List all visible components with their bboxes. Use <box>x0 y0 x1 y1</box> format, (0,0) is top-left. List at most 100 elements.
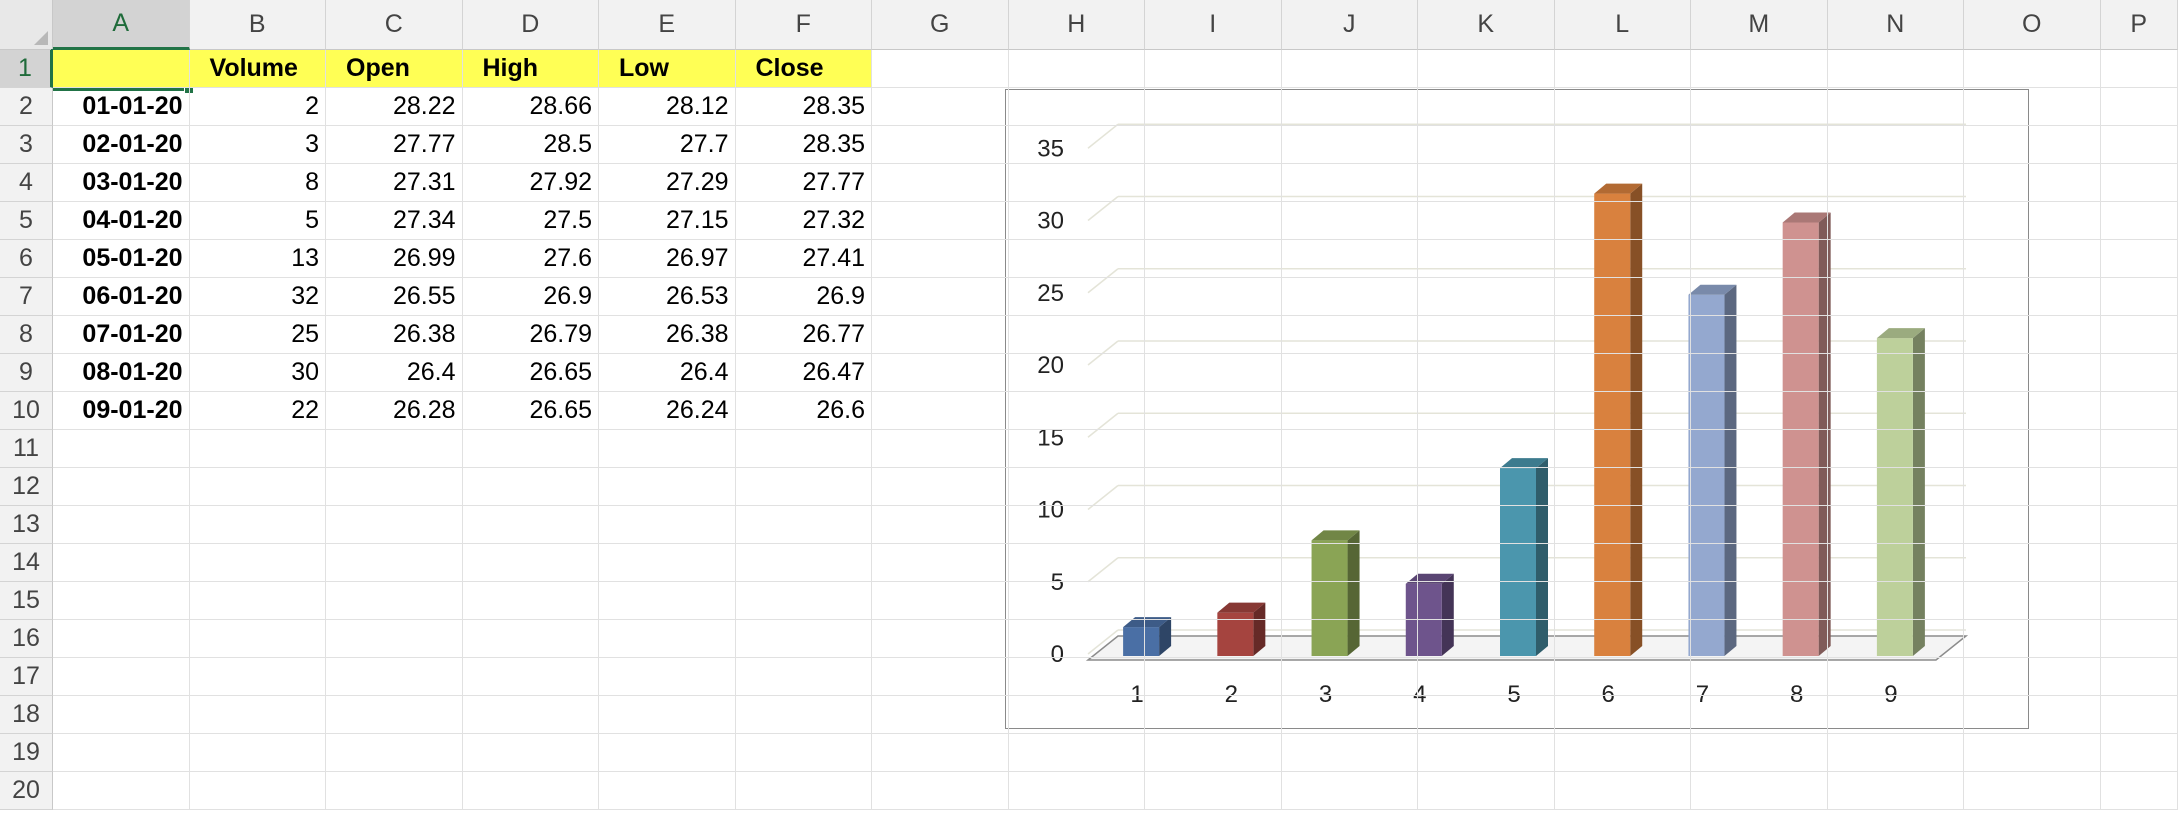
cell-j2[interactable] <box>1281 88 1418 126</box>
high-cell[interactable]: 27.92 <box>462 164 599 202</box>
low-cell[interactable]: 27.7 <box>599 126 736 164</box>
cell-c14[interactable] <box>326 544 463 582</box>
cell-b15[interactable] <box>189 582 326 620</box>
cell-g4[interactable] <box>872 164 1009 202</box>
cell-e18[interactable] <box>599 696 736 734</box>
cell-o17[interactable] <box>1964 658 2101 696</box>
header-cell-c[interactable]: Open <box>326 50 463 88</box>
cell-g16[interactable] <box>872 620 1009 658</box>
cell-c12[interactable] <box>326 468 463 506</box>
row-header-11[interactable]: 11 <box>0 430 53 468</box>
close-cell[interactable]: 26.9 <box>735 278 872 316</box>
cell-n9[interactable] <box>1827 354 1964 392</box>
close-cell[interactable]: 26.47 <box>735 354 872 392</box>
cell-h8[interactable] <box>1008 316 1145 354</box>
cell-g3[interactable] <box>872 126 1009 164</box>
cell-g6[interactable] <box>872 240 1009 278</box>
cell-a14[interactable] <box>53 544 190 582</box>
row-header-9[interactable]: 9 <box>0 354 53 392</box>
cell-g10[interactable] <box>872 392 1009 430</box>
cell-d12[interactable] <box>462 468 599 506</box>
column-header-b[interactable]: B <box>189 0 326 50</box>
cell-b19[interactable] <box>189 734 326 772</box>
cell-n7[interactable] <box>1827 278 1964 316</box>
volume-cell[interactable]: 22 <box>189 392 326 430</box>
open-cell[interactable]: 26.55 <box>326 278 463 316</box>
cell-p14[interactable] <box>2100 544 2178 582</box>
volume-cell[interactable]: 32 <box>189 278 326 316</box>
cell-o14[interactable] <box>1964 544 2101 582</box>
close-cell[interactable]: 27.77 <box>735 164 872 202</box>
cell-c20[interactable] <box>326 772 463 810</box>
cell-l10[interactable] <box>1554 392 1691 430</box>
cell-d17[interactable] <box>462 658 599 696</box>
low-cell[interactable]: 28.12 <box>599 88 736 126</box>
cell-p12[interactable] <box>2100 468 2178 506</box>
cell-k4[interactable] <box>1418 164 1555 202</box>
cell-k15[interactable] <box>1418 582 1555 620</box>
cell-f15[interactable] <box>735 582 872 620</box>
high-cell[interactable]: 26.79 <box>462 316 599 354</box>
cell-g19[interactable] <box>872 734 1009 772</box>
cell-n15[interactable] <box>1827 582 1964 620</box>
cell-g20[interactable] <box>872 772 1009 810</box>
cell-m19[interactable] <box>1691 734 1828 772</box>
cell-o16[interactable] <box>1964 620 2101 658</box>
cell-h9[interactable] <box>1008 354 1145 392</box>
cell-o8[interactable] <box>1964 316 2101 354</box>
cell-f16[interactable] <box>735 620 872 658</box>
column-header-d[interactable]: D <box>462 0 599 50</box>
cell-h16[interactable] <box>1008 620 1145 658</box>
cell-g11[interactable] <box>872 430 1009 468</box>
cell-g17[interactable] <box>872 658 1009 696</box>
cell-h14[interactable] <box>1008 544 1145 582</box>
cell-g13[interactable] <box>872 506 1009 544</box>
cell-k6[interactable] <box>1418 240 1555 278</box>
cell-g14[interactable] <box>872 544 1009 582</box>
column-header-m[interactable]: M <box>1691 0 1828 50</box>
close-cell[interactable]: 26.77 <box>735 316 872 354</box>
cell-k7[interactable] <box>1418 278 1555 316</box>
date-cell[interactable]: 04-01-20 <box>53 202 190 240</box>
cell-p15[interactable] <box>2100 582 2178 620</box>
cell-c13[interactable] <box>326 506 463 544</box>
close-cell[interactable]: 28.35 <box>735 126 872 164</box>
volume-cell[interactable]: 30 <box>189 354 326 392</box>
low-cell[interactable]: 26.4 <box>599 354 736 392</box>
cell-h3[interactable] <box>1008 126 1145 164</box>
high-cell[interactable]: 26.65 <box>462 354 599 392</box>
cell-m7[interactable] <box>1691 278 1828 316</box>
cell-i1[interactable] <box>1145 50 1282 88</box>
cell-l6[interactable] <box>1554 240 1691 278</box>
cell-p6[interactable] <box>2100 240 2178 278</box>
date-cell[interactable]: 09-01-20 <box>53 392 190 430</box>
cell-c11[interactable] <box>326 430 463 468</box>
cell-b13[interactable] <box>189 506 326 544</box>
close-cell[interactable]: 27.32 <box>735 202 872 240</box>
row-header-5[interactable]: 5 <box>0 202 53 240</box>
date-cell[interactable]: 08-01-20 <box>53 354 190 392</box>
cell-p13[interactable] <box>2100 506 2178 544</box>
cell-d11[interactable] <box>462 430 599 468</box>
cell-e20[interactable] <box>599 772 736 810</box>
cell-l4[interactable] <box>1554 164 1691 202</box>
cell-e15[interactable] <box>599 582 736 620</box>
cell-c17[interactable] <box>326 658 463 696</box>
cell-l15[interactable] <box>1554 582 1691 620</box>
cell-p18[interactable] <box>2100 696 2178 734</box>
cell-p8[interactable] <box>2100 316 2178 354</box>
cell-j17[interactable] <box>1281 658 1418 696</box>
cell-l3[interactable] <box>1554 126 1691 164</box>
row-header-6[interactable]: 6 <box>0 240 53 278</box>
cell-i11[interactable] <box>1145 430 1282 468</box>
cell-i12[interactable] <box>1145 468 1282 506</box>
cell-e13[interactable] <box>599 506 736 544</box>
cell-g1[interactable] <box>872 50 1009 88</box>
cell-i13[interactable] <box>1145 506 1282 544</box>
cell-n12[interactable] <box>1827 468 1964 506</box>
column-header-k[interactable]: K <box>1418 0 1555 50</box>
cell-c19[interactable] <box>326 734 463 772</box>
cell-k2[interactable] <box>1418 88 1555 126</box>
cell-h13[interactable] <box>1008 506 1145 544</box>
volume-cell[interactable]: 3 <box>189 126 326 164</box>
